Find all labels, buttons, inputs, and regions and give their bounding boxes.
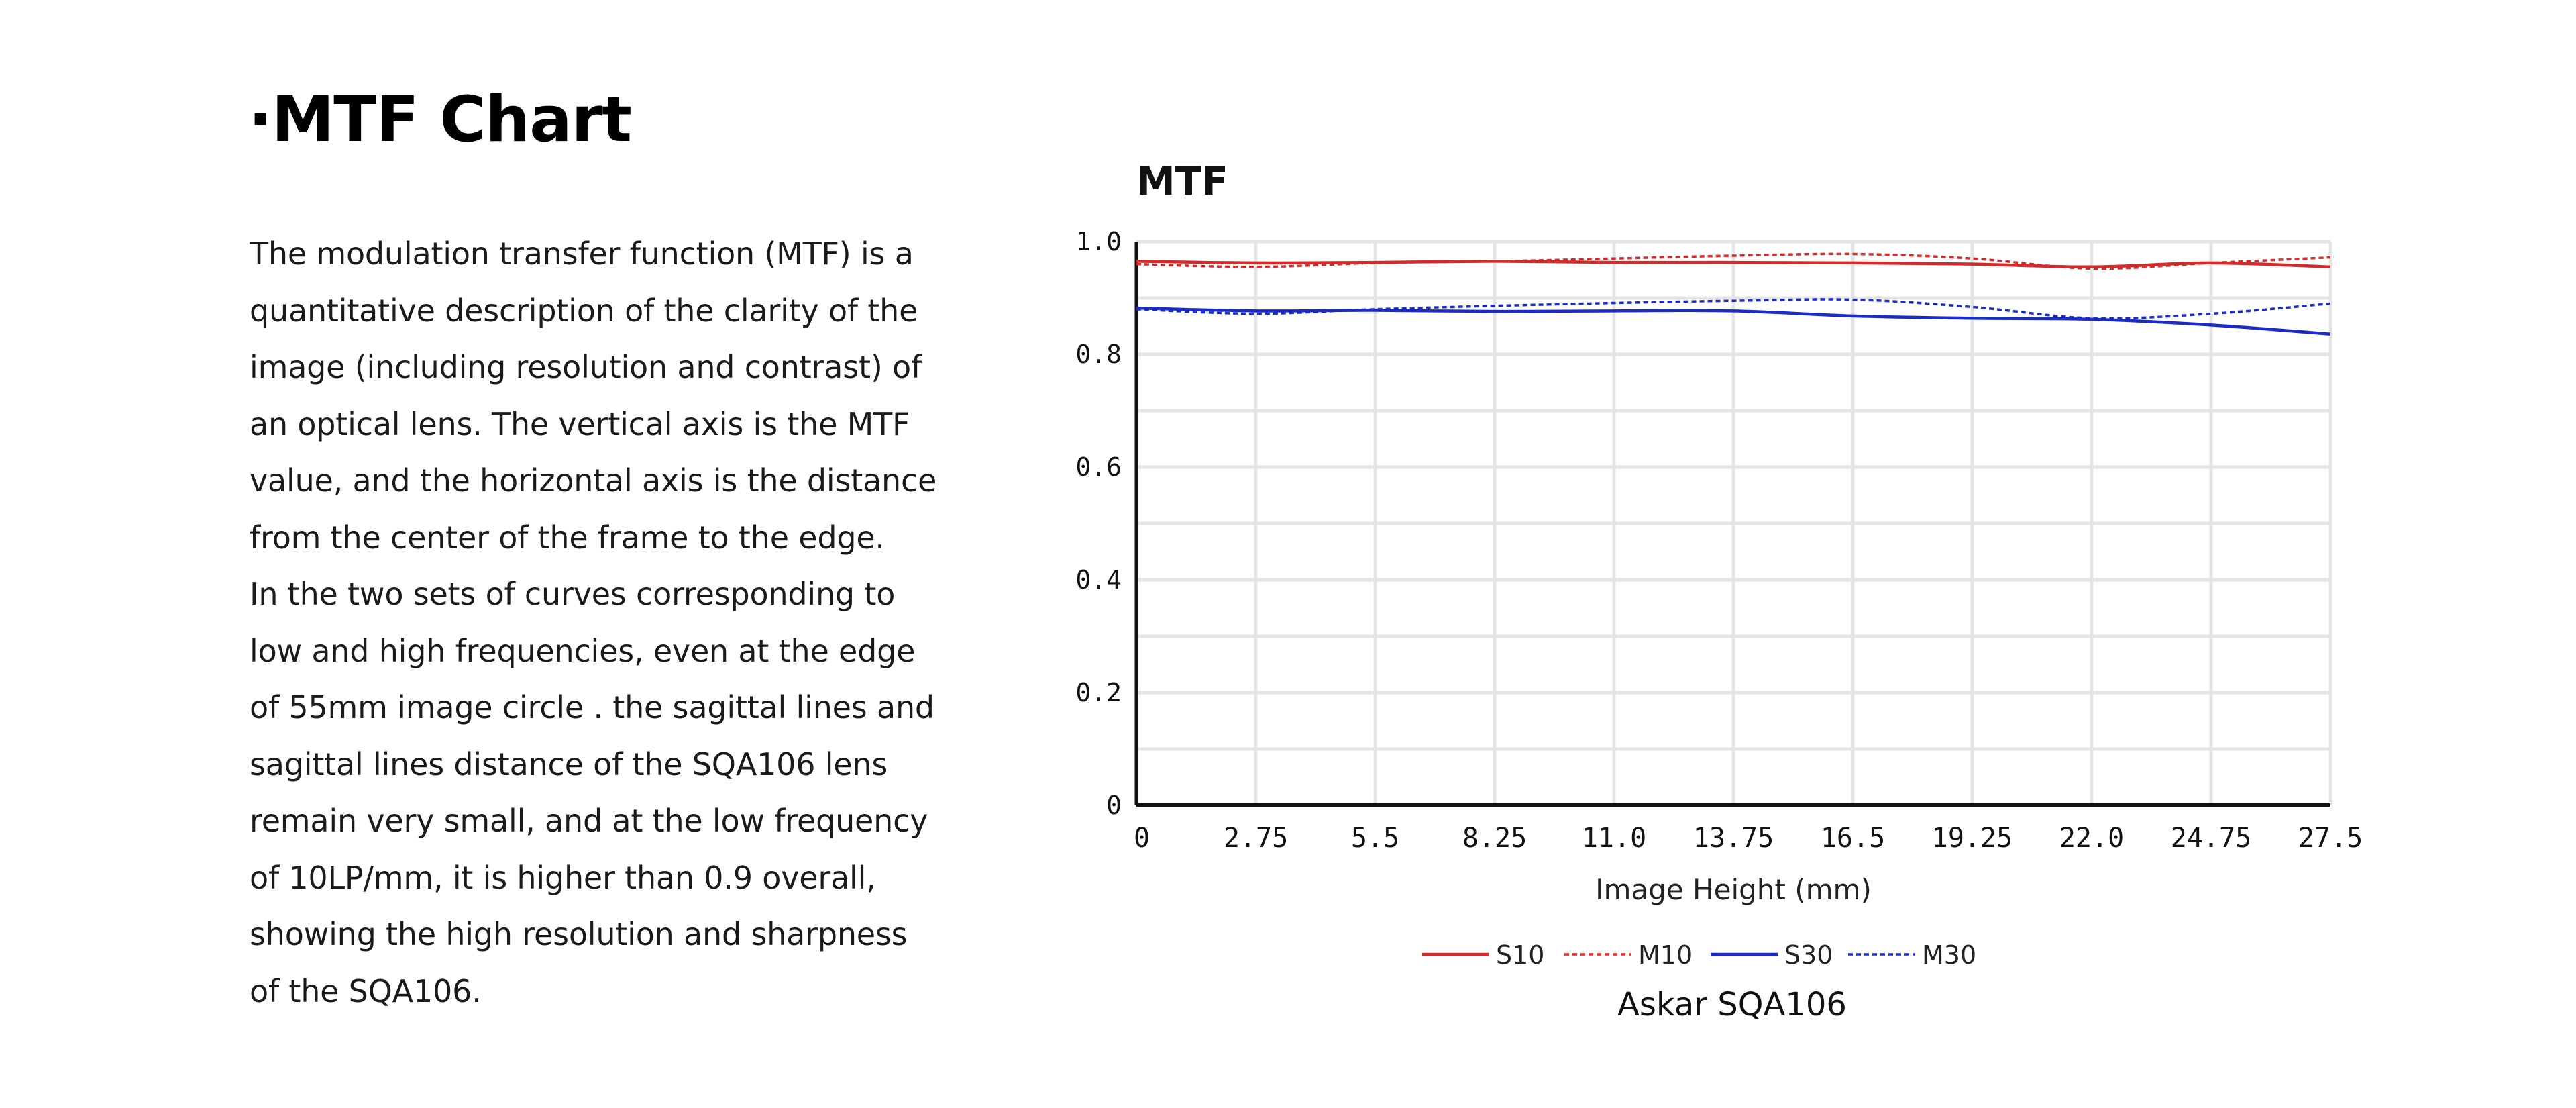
- description-line: showing the high resolution and sharpnes…: [250, 916, 908, 952]
- legend-label: S30: [1784, 940, 1833, 970]
- legend-label: M30: [1922, 940, 1976, 970]
- y-tick-label: 0: [1106, 791, 1122, 820]
- description-line: The modulation transfer function (MTF) i…: [250, 236, 914, 272]
- x-tick-label: 11.0: [1582, 823, 1646, 854]
- description-line: an optical lens. The vertical axis is th…: [250, 405, 910, 442]
- description-line: image (including resolution and contrast…: [250, 349, 922, 385]
- description-line: of 10LP/mm, it is higher than 0.9 overal…: [250, 859, 876, 896]
- description-line: of 55mm image circle . the sagittal line…: [250, 689, 934, 725]
- series-line-m10: [1136, 252, 2331, 270]
- chart-caption: Askar SQA106: [1617, 986, 1847, 1023]
- legend-label: M10: [1638, 940, 1693, 970]
- description-line: low and high frequencies, even at the ed…: [250, 632, 916, 669]
- y-tick-label: 0.4: [1075, 565, 1122, 595]
- description-line: remain very small, and at the low freque…: [250, 803, 928, 839]
- y-tick-label: 0.8: [1075, 340, 1122, 369]
- legend-label: S10: [1496, 940, 1544, 970]
- description-paragraph: The modulation transfer function (MTF) i…: [250, 225, 1001, 1019]
- y-tick-label: 0.6: [1075, 452, 1122, 482]
- description-line: In the two sets of curves corresponding …: [250, 576, 896, 612]
- y-tick-label: 1.0: [1075, 227, 1122, 256]
- x-axis-label: Image Height (mm): [1595, 873, 1872, 906]
- description-line: sagittal lines distance of the SQA106 le…: [250, 746, 888, 783]
- chart-title: MTF: [1136, 158, 1228, 204]
- x-tick-label: 2.75: [1224, 823, 1288, 854]
- mtf-chart-svg: MTF 0 0.2 0.4 0.6 0.8 1.0 0 2.75 5.5 8.25 11.0 13.75…: [1075, 158, 2363, 1023]
- x-tick-label: 13.75: [1693, 823, 1774, 854]
- page-title: ·MTF Chart: [248, 83, 632, 156]
- mtf-chart: MTF 0 0.2 0.4 0.6 0.8 1.0 0 2.75 5.5 8.25 11.0 13.75…: [1046, 148, 2388, 1040]
- y-tick-label: 0.2: [1075, 678, 1122, 707]
- series-line-s10: [1136, 260, 2331, 269]
- description-line: quantitative description of the clarity …: [250, 292, 918, 329]
- x-tick-label: 19.25: [1932, 823, 2012, 854]
- description-line: of the SQA106.: [250, 972, 482, 1009]
- x-tick-label: 22.0: [2059, 823, 2124, 854]
- x-tick-label: 0: [1134, 823, 1150, 854]
- description-line: from the center of the frame to the edge…: [250, 519, 885, 556]
- x-tick-label: 27.5: [2298, 823, 2363, 854]
- x-tick-label: 5.5: [1351, 823, 1399, 854]
- x-tick-label: 8.25: [1462, 823, 1527, 854]
- x-tick-label: 24.75: [2171, 823, 2251, 854]
- x-tick-label: 16.5: [1821, 823, 1885, 854]
- series-line-m30: [1136, 298, 2331, 320]
- description-line: value, and the horizontal axis is the di…: [250, 462, 937, 499]
